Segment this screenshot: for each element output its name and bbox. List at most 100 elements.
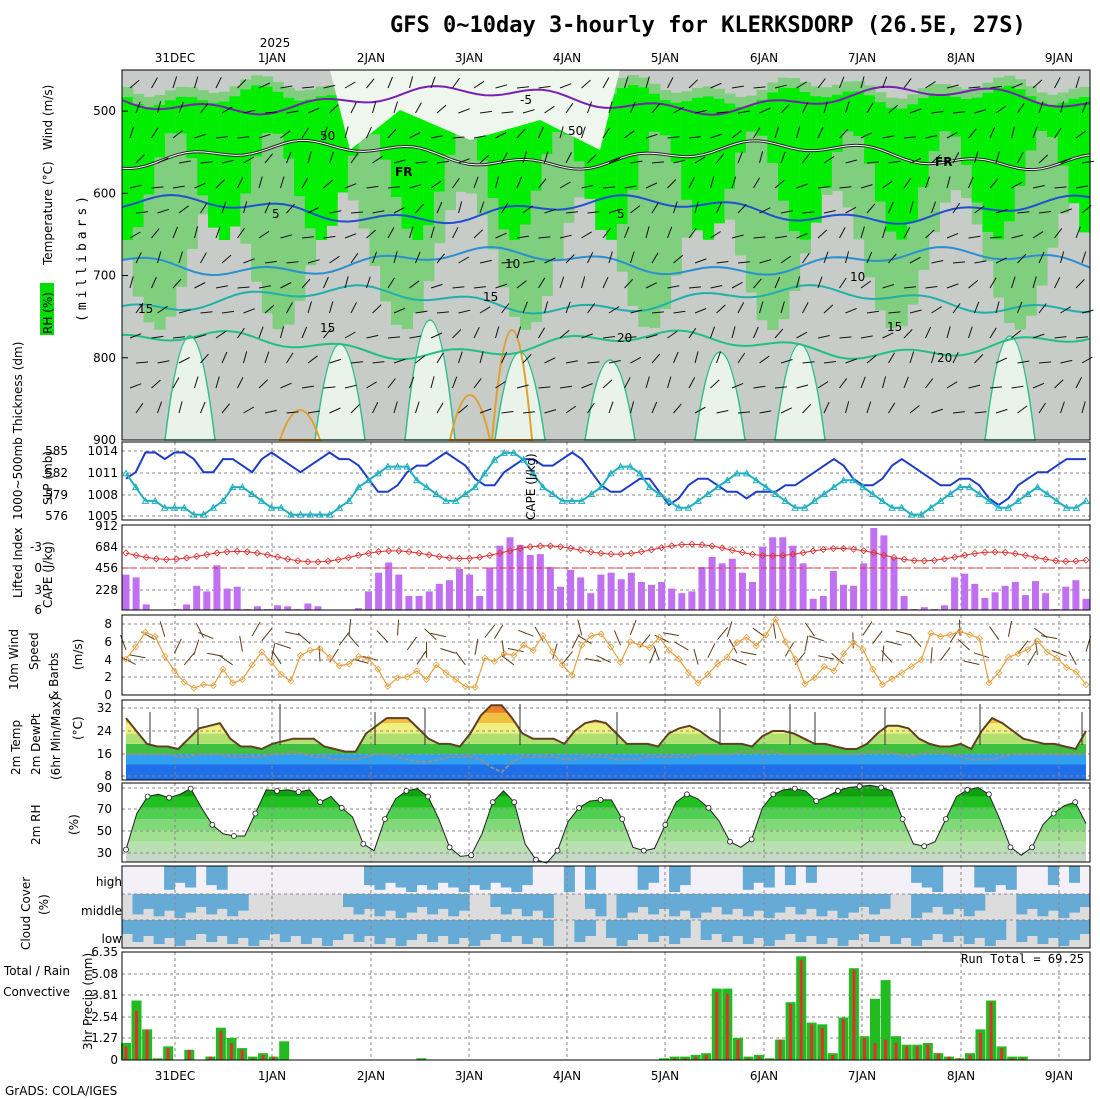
barb-298 <box>731 234 744 239</box>
li-point-5 <box>172 555 181 563</box>
barb-252 <box>716 201 723 214</box>
cape-bar-67 <box>799 563 807 610</box>
thickness-point-48 <box>587 489 596 497</box>
li-point-77 <box>900 555 908 563</box>
cape-bar-39 <box>516 544 524 610</box>
barb-272 <box>172 226 178 239</box>
cape-bar-6 <box>183 604 191 610</box>
cloud-cell-low-79 <box>953 920 965 936</box>
wind10m-point-47 <box>578 641 586 649</box>
barb-606 <box>587 402 595 414</box>
li-point-44 <box>567 544 575 552</box>
cape-bar-89 <box>1021 595 1029 610</box>
barb-383 <box>624 278 634 289</box>
wind10m-barb-36 <box>474 638 479 655</box>
rh-band-22 <box>358 97 370 229</box>
barb-618 <box>845 401 850 414</box>
barb-367 <box>280 282 292 289</box>
cape-axis-label: CAPE (J/kg) <box>41 541 55 608</box>
top-date-2: 2JAN <box>357 51 385 65</box>
barb-495 <box>135 361 149 364</box>
thickness-point-82 <box>917 510 925 518</box>
rh-core-64 <box>810 96 822 223</box>
wind10m-point-61 <box>713 660 722 668</box>
wind10m-barbs <box>120 619 1092 666</box>
barb-156 <box>587 154 597 164</box>
temp-fill <box>126 705 1086 780</box>
barb-481 <box>796 331 808 339</box>
temp-tick-3: 8 <box>104 769 112 783</box>
barb-211 <box>796 183 808 189</box>
cloud-cell-low-76 <box>921 920 933 940</box>
barb-627 <box>1038 402 1047 414</box>
barb-605 <box>565 405 577 414</box>
barb-137 <box>178 160 191 164</box>
thickness-point-32 <box>432 489 441 497</box>
barb-133 <box>1054 127 1062 139</box>
wind10m-point-53 <box>636 641 644 649</box>
thickness-point-7 <box>190 510 198 518</box>
li-point-83 <box>961 551 969 559</box>
barb-37 <box>925 81 936 89</box>
barb-107 <box>495 132 507 139</box>
rh-core-24 <box>380 102 392 160</box>
li-point-74 <box>870 549 878 557</box>
contour-label-8: 15 <box>483 290 498 304</box>
rh-swatch <box>40 283 54 335</box>
barb-525 <box>780 359 793 364</box>
cloud-cell-low-28 <box>416 920 428 934</box>
cloud-cell-high-88 <box>1047 866 1059 886</box>
rh2m-point-72 <box>899 816 906 822</box>
precip-total-bar-51 <box>659 1058 669 1060</box>
thickness-point-29 <box>403 462 412 470</box>
cloud-cell-high-77 <box>932 866 944 893</box>
li-point-66 <box>789 550 797 558</box>
wind10m-point-13 <box>248 661 256 669</box>
precip-tick-3: 2.54 <box>91 1010 118 1024</box>
precip-conv-bar-80 <box>968 1054 972 1060</box>
cloud-high-label: high <box>96 875 122 889</box>
cape-bar-58 <box>708 556 716 610</box>
cape-bar-2 <box>142 604 150 610</box>
barb-515 <box>565 360 578 364</box>
wind10m-barb-49 <box>585 658 602 662</box>
wind10m-barb-63 <box>728 638 738 654</box>
barb-54 <box>329 104 339 114</box>
barb-612 <box>716 410 729 414</box>
barb-549 <box>323 386 336 389</box>
wind10m-barb-55 <box>653 645 660 661</box>
wind10m-point-76 <box>859 645 867 653</box>
wind10m-point-31 <box>423 675 431 684</box>
thickness-point-5 <box>170 503 179 511</box>
barb-443 <box>952 303 961 314</box>
cloud-cell-middle-80 <box>963 894 975 917</box>
barb-264 <box>974 205 985 214</box>
cape-bar-84 <box>971 583 979 610</box>
barb-195 <box>452 177 460 189</box>
li-point-35 <box>476 553 484 561</box>
barb-77 <box>823 101 828 114</box>
barb-420 <box>458 309 471 314</box>
cape-bar-42 <box>546 567 554 610</box>
rh-core-63 <box>799 92 811 240</box>
thickness-point-44 <box>548 489 557 497</box>
li-point-76 <box>890 553 898 562</box>
wind10m-point-44 <box>549 648 557 656</box>
wind10m-barb-82 <box>910 634 922 648</box>
rh2m-point-14 <box>274 788 280 794</box>
wind10m-barb-40 <box>500 654 515 666</box>
barb-71 <box>694 109 707 114</box>
barb-169 <box>866 161 879 164</box>
temp-band-0 <box>126 764 1086 780</box>
wind-grid <box>122 615 1090 695</box>
temp-contour-4 <box>121 284 1090 315</box>
barb-314 <box>1075 226 1081 239</box>
wind10m-point-22 <box>335 662 343 670</box>
cloud-cell-middle-55 <box>700 894 712 913</box>
barb-535 <box>995 357 1008 364</box>
cloud-cell-low-43 <box>574 920 586 942</box>
li-point-72 <box>850 545 858 553</box>
thickness-point-60 <box>703 489 712 497</box>
barb-514 <box>544 357 556 364</box>
cloud-cell-middle-11 <box>237 894 249 911</box>
